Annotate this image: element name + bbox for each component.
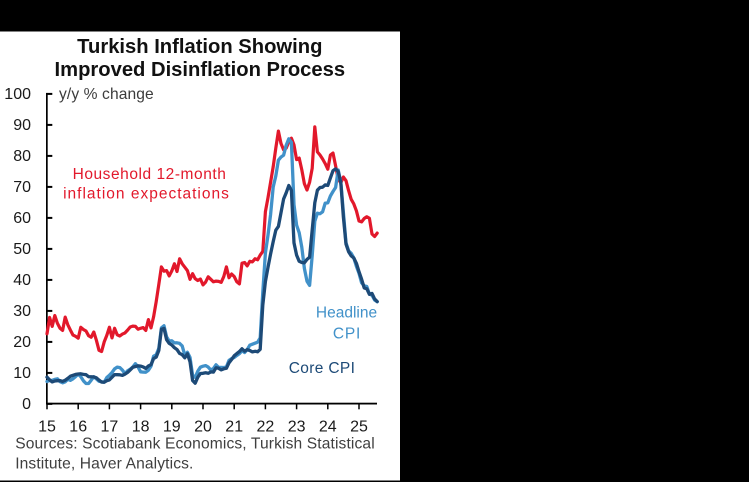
svg-text:22: 22 bbox=[257, 419, 275, 436]
svg-text:30: 30 bbox=[13, 303, 31, 320]
svg-text:20: 20 bbox=[13, 334, 31, 351]
svg-text:40: 40 bbox=[13, 272, 31, 289]
svg-text:10: 10 bbox=[13, 365, 31, 382]
svg-text:y/y % change: y/y % change bbox=[59, 86, 154, 103]
svg-text:Sources: Scotiabank Economics,: Sources: Scotiabank Economics, Turkish S… bbox=[15, 436, 375, 453]
svg-text:CPI: CPI bbox=[333, 325, 361, 342]
svg-text:inflation expectations: inflation expectations bbox=[63, 186, 230, 203]
svg-text:17: 17 bbox=[101, 419, 119, 436]
svg-text:100: 100 bbox=[4, 86, 31, 103]
svg-text:23: 23 bbox=[288, 419, 306, 436]
svg-text:18: 18 bbox=[132, 419, 150, 436]
svg-text:15: 15 bbox=[38, 419, 56, 436]
svg-text:Turkish Inflation Showing: Turkish Inflation Showing bbox=[77, 36, 322, 58]
svg-text:Core CPI: Core CPI bbox=[289, 360, 356, 377]
svg-text:21: 21 bbox=[225, 419, 243, 436]
svg-text:60: 60 bbox=[13, 210, 31, 227]
svg-text:Improved Disinflation Process: Improved Disinflation Process bbox=[55, 59, 346, 81]
svg-text:19: 19 bbox=[163, 419, 181, 436]
svg-text:24: 24 bbox=[319, 419, 337, 436]
svg-text:16: 16 bbox=[69, 419, 87, 436]
svg-text:70: 70 bbox=[13, 179, 31, 196]
svg-text:25: 25 bbox=[350, 419, 368, 436]
svg-text:50: 50 bbox=[13, 241, 31, 258]
svg-text:90: 90 bbox=[13, 117, 31, 134]
svg-text:80: 80 bbox=[13, 148, 31, 165]
svg-text:Institute, Haver Analytics.: Institute, Haver Analytics. bbox=[15, 456, 193, 473]
svg-text:20: 20 bbox=[194, 419, 212, 436]
svg-text:0: 0 bbox=[22, 396, 31, 413]
svg-text:Household 12-month: Household 12-month bbox=[73, 166, 227, 183]
svg-text:Headline: Headline bbox=[316, 305, 377, 322]
